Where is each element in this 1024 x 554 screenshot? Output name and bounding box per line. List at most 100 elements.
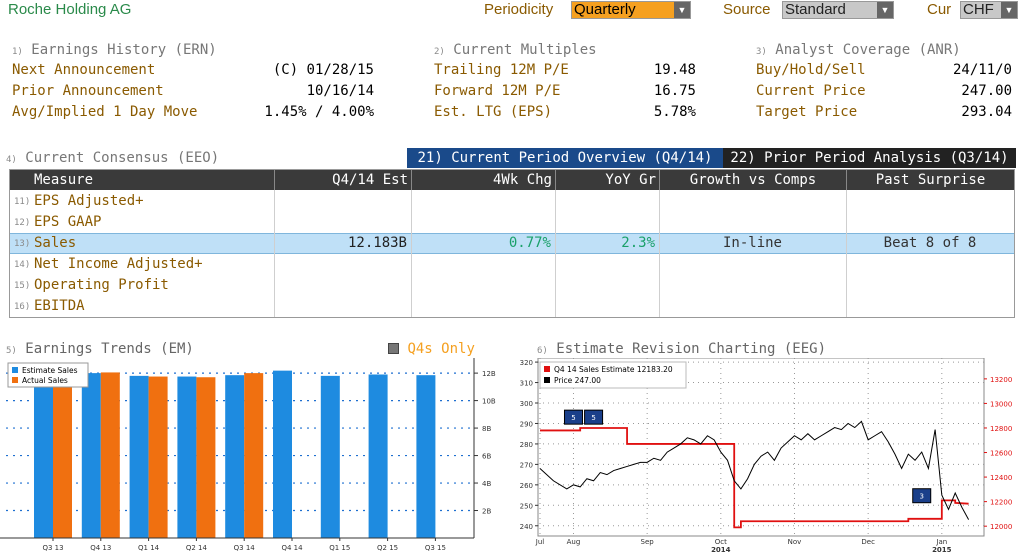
column-header-past-surprise[interactable]: Past Surprise [846, 170, 1014, 190]
row-value: (C) 01/28/15 [272, 62, 374, 78]
table-row[interactable]: 15) Operating Profit [10, 275, 1014, 296]
list-item: Trailing 12M P/E 19.48 [434, 62, 696, 83]
current-multiples-title[interactable]: 2) Current Multiples [434, 42, 696, 62]
legend-actual-sales: Actual Sales [22, 376, 68, 385]
y-left-tick-label: 310 [520, 380, 533, 388]
estimate-value: 12.183B [347, 235, 407, 251]
current-multiples-panel: 2) Current Multiples Trailing 12M P/E 19… [434, 42, 696, 125]
bar-actual-sales [100, 372, 120, 538]
y-right-tick-label: 13000 [990, 400, 1012, 408]
bar-actual-sales [53, 373, 72, 538]
column-divider [274, 190, 275, 317]
checkbox-icon [388, 343, 399, 354]
panel-number: 4) [6, 155, 17, 165]
periodicity-select[interactable]: Quarterly ▼ [571, 1, 691, 19]
x-tick-label: Q2 14 [186, 544, 208, 552]
x-tick-label: Jan [935, 538, 947, 546]
column-header-measure[interactable]: Measure [10, 170, 274, 190]
x-tick-label: Q4 13 [90, 544, 111, 552]
security-title: Roche Holding AG [8, 1, 132, 18]
row-label: Avg/Implied 1 Day Move [12, 104, 198, 120]
y-left-tick-label: 280 [520, 441, 533, 449]
panel-title: Current Consensus (EEO) [25, 150, 220, 166]
estimate-revision-title[interactable]: 6) Estimate Revision Charting (EEG) [537, 341, 826, 357]
event-marker-label: 5 [571, 414, 575, 422]
earnings-history-panel: 1) Earnings History (ERN) Next Announcem… [12, 42, 382, 125]
x-tick-label: Sep [641, 538, 655, 546]
column-header-growth-vs-comps[interactable]: Growth vs Comps [659, 170, 846, 190]
list-item: Current Price 247.00 [756, 83, 1012, 104]
list-item: Est. LTG (EPS) 5.78% [434, 104, 696, 125]
q4s-only-toggle[interactable]: Q4s Only [388, 341, 475, 357]
column-divider [411, 190, 412, 317]
y-right-tick-label: 12400 [990, 474, 1012, 482]
x-tick-label: Oct [715, 538, 727, 546]
table-row[interactable]: 14) Net Income Adjusted+ [10, 254, 1014, 275]
list-item: Avg/Implied 1 Day Move 1.45% / 4.00% [12, 104, 382, 125]
row-number: 11) [14, 197, 31, 207]
row-label: Est. LTG (EPS) [434, 104, 553, 120]
series-line-price [539, 420, 970, 520]
x-tick-label: Dec [861, 538, 875, 546]
bar-actual-sales [196, 377, 216, 538]
y-left-tick-label: 260 [520, 482, 533, 490]
row-label: Buy/Hold/Sell [756, 62, 866, 78]
current-consensus-title[interactable]: 4) Current Consensus (EEO) [6, 150, 219, 166]
estimate-revision-chart[interactable]: 5 5 3 320 310 300 290 280 270 260 250 240 13200 1300… [512, 358, 1024, 554]
earnings-trends-title[interactable]: 5) Earnings Trends (EM) [6, 341, 194, 357]
event-marker: 5 [563, 409, 583, 425]
table-row[interactable]: 16) EBITDA [10, 296, 1014, 317]
list-item: Forward 12M P/E 16.75 [434, 83, 696, 104]
bar-estimate-sales [129, 375, 149, 538]
table-row[interactable]: 11) EPS Adjusted+ [10, 191, 1014, 212]
consensus-table: Measure Q4/14 Est 4Wk Chg YoY Gr Growth … [9, 169, 1015, 318]
x-tick-label: Q2 15 [377, 544, 398, 552]
tab-prior-period-analysis[interactable]: 22) Prior Period Analysis (Q3/14) [723, 148, 1016, 168]
row-label: Forward 12M P/E [434, 83, 561, 99]
event-marker-label: 3 [919, 493, 923, 501]
currency-select[interactable]: CHF ▼ [960, 1, 1018, 19]
row-value: 293.04 [961, 104, 1012, 120]
bar-estimate-sales [34, 374, 53, 538]
x-tick-label: Nov [788, 538, 802, 546]
bar-estimate-sales [320, 375, 340, 538]
periodicity-label: Periodicity [484, 1, 554, 18]
y-left-tick-label: 300 [520, 400, 533, 408]
row-label: Trailing 12M P/E [434, 62, 569, 78]
event-marker: 5 [584, 409, 604, 425]
event-marker-box [563, 409, 583, 425]
list-item: Buy/Hold/Sell 24/11/0 [756, 62, 1012, 83]
y-right-tick-label: 12800 [990, 425, 1012, 433]
x-tick-label: Jul [535, 538, 545, 546]
column-header-yoy-gr[interactable]: YoY Gr [555, 170, 659, 190]
y-tick-label: 12B [482, 370, 496, 378]
measure-name: Sales [34, 235, 77, 251]
analyst-coverage-title[interactable]: 3) Analyst Coverage (ANR) [756, 42, 1012, 62]
measure-name: Net Income Adjusted+ [34, 256, 203, 272]
column-header-est[interactable]: Q4/14 Est [274, 170, 411, 190]
legend-price: Price 247.00 [554, 376, 601, 385]
x-tick-label: Q3 13 [42, 544, 63, 552]
earnings-history-title[interactable]: 1) Earnings History (ERN) [12, 42, 382, 62]
row-label: Current Price [756, 83, 866, 99]
y-left-tick-label: 270 [520, 461, 533, 469]
currency-value: CHF [963, 1, 994, 18]
row-label: Next Announcement [12, 62, 156, 78]
table-row[interactable]: 12) EPS GAAP [10, 212, 1014, 233]
measure-name: EPS Adjusted+ [34, 193, 144, 209]
list-item: Next Announcement (C) 01/28/15 [12, 62, 382, 83]
panel-number: 1) [12, 47, 23, 57]
source-select[interactable]: Standard ▼ [782, 1, 894, 19]
bar-estimate-sales [368, 374, 388, 538]
growth-vs-comps: In-line [722, 235, 782, 251]
periodicity-value: Quarterly [574, 1, 636, 18]
column-header-4wk-chg[interactable]: 4Wk Chg [411, 170, 555, 190]
table-row[interactable]: 13) Sales 12.183B 0.77% 2.3% In-line Bea… [10, 233, 1014, 254]
y-tick-label: 10B [482, 398, 496, 406]
measure-name: Operating Profit [34, 277, 169, 293]
y-left-tick-label: 320 [520, 359, 533, 367]
earnings-trends-chart[interactable]: 12B 10B 8B 6B 4B 2B Q3 13 Q4 13 Q1 14 Q2 14 Q3 14 Q… [0, 358, 512, 554]
bar-estimate-sales [273, 370, 292, 538]
tab-current-period-overview[interactable]: 21) Current Period Overview (Q4/14) [407, 148, 723, 168]
y-left-tick-label: 290 [520, 420, 533, 428]
